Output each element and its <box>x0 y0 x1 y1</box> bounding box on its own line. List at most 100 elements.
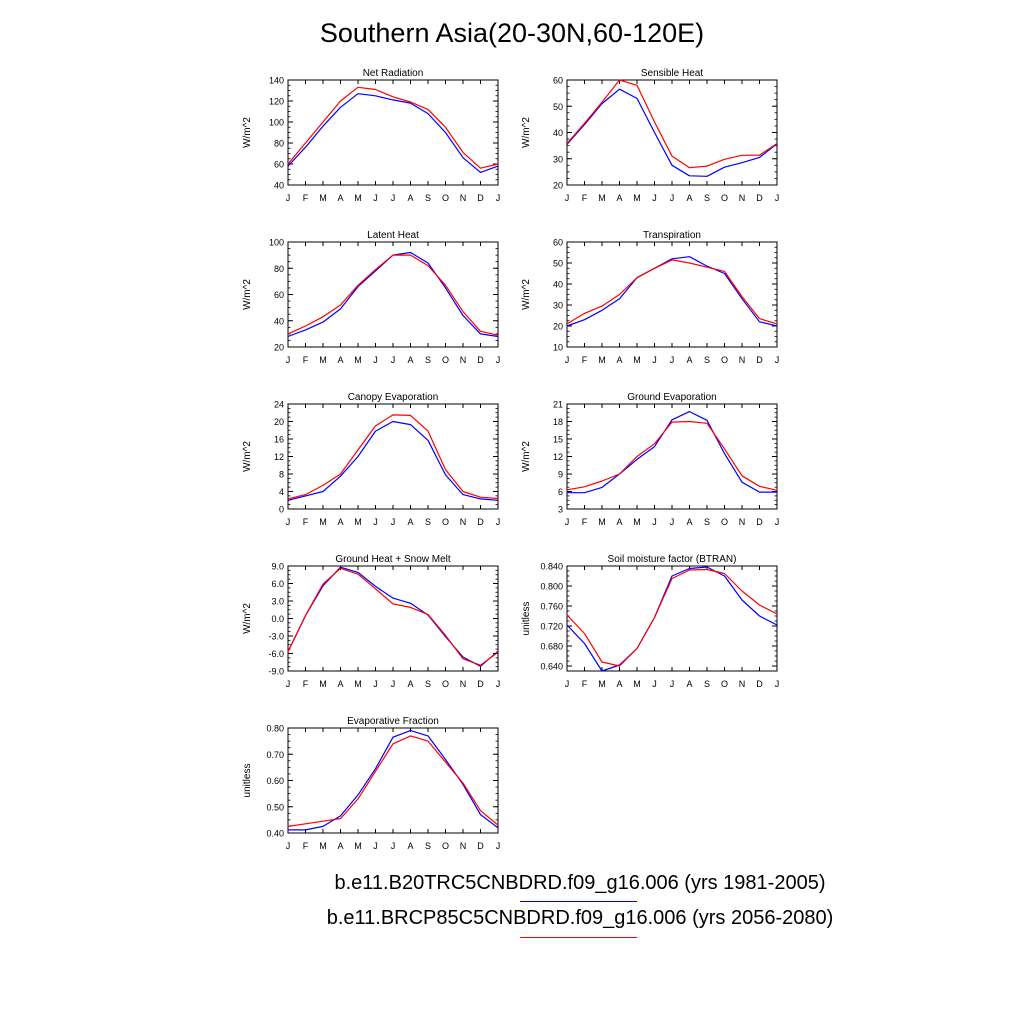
x-tick-label: J <box>373 355 378 365</box>
y-axis-label: W/m^2 <box>242 279 253 310</box>
x-tick-label: J <box>286 679 291 689</box>
x-tick-label: J <box>496 841 501 851</box>
x-tick-label: J <box>652 679 657 689</box>
x-tick-label: O <box>442 679 449 689</box>
x-tick-label: J <box>286 517 291 527</box>
y-axis-label: W/m^2 <box>242 117 253 148</box>
x-tick-label: M <box>598 679 606 689</box>
series-line-historical <box>287 251 499 338</box>
x-tick-label: J <box>775 679 780 689</box>
panel-title: Soil moisture factor (BTRAN) <box>608 554 737 565</box>
x-tick-label: J <box>373 193 378 203</box>
x-tick-label: N <box>739 679 746 689</box>
panel-title: Ground Heat + Snow Melt <box>335 554 451 565</box>
x-tick-label: N <box>460 841 467 851</box>
x-tick-label: M <box>354 517 362 527</box>
y-tick-label: -9.0 <box>268 667 284 677</box>
y-tick-label: 10 <box>553 343 563 353</box>
x-tick-label: M <box>598 517 606 527</box>
y-axis-label: W/m^2 <box>242 603 253 634</box>
x-tick-label: O <box>442 841 449 851</box>
x-tick-label: J <box>670 193 675 203</box>
x-tick-label: J <box>565 193 570 203</box>
panel-title: Ground Evaporation <box>627 392 717 403</box>
plot-frame <box>287 79 499 186</box>
y-tick-label: 0.60 <box>266 776 284 786</box>
x-tick-label: D <box>477 517 484 527</box>
y-tick-label: 24 <box>274 400 284 410</box>
x-tick-label: J <box>496 517 501 527</box>
x-tick-label: A <box>686 517 692 527</box>
y-tick-label: 60 <box>553 238 563 248</box>
x-tick-label: M <box>598 193 606 203</box>
legend-label-historical: b.e11.B20TRC5CNBDRD.f09_g16.006 (yrs 198… <box>334 872 826 894</box>
x-tick-label: N <box>739 355 746 365</box>
x-tick-label: M <box>633 517 641 527</box>
x-tick-label: F <box>582 517 588 527</box>
legend-entry-future: b.e11.BRCP85C5CNBDRD.f09_g16.006 (yrs 20… <box>280 907 880 930</box>
x-tick-label: J <box>286 841 291 851</box>
series-line-future <box>287 254 499 336</box>
plot-frame <box>566 79 778 186</box>
x-tick-label: A <box>407 679 413 689</box>
x-tick-label: F <box>303 841 309 851</box>
y-axis-label: W/m^2 <box>521 441 532 472</box>
x-tick-label: S <box>704 517 710 527</box>
panel-soil-moisture-factor-btran: Soil moisture factor (BTRAN)J F M A M J J A S O N D… <box>521 554 779 689</box>
x-tick-label: M <box>354 355 362 365</box>
series-line-historical <box>566 256 778 327</box>
x-tick-label: A <box>337 517 343 527</box>
legend-swatch-historical <box>520 901 637 902</box>
x-tick-label: S <box>425 679 431 689</box>
x-tick-label: D <box>477 841 484 851</box>
series-line-future <box>566 420 778 491</box>
x-tick-label: A <box>616 679 622 689</box>
x-tick-label: J <box>373 679 378 689</box>
y-tick-label: 0 <box>279 505 284 515</box>
x-tick-label: M <box>319 193 327 203</box>
y-tick-label: 140 <box>269 76 284 86</box>
figure-title: Southern Asia(20-30N,60-120E) <box>319 18 705 48</box>
y-tick-label: 6.0 <box>271 579 284 589</box>
x-tick-label: S <box>425 355 431 365</box>
x-tick-label: S <box>704 679 710 689</box>
x-tick-label: M <box>598 355 606 365</box>
series-line-historical <box>287 566 499 667</box>
y-tick-label: 3.0 <box>271 597 284 607</box>
x-tick-label: J <box>373 517 378 527</box>
x-tick-label: A <box>686 355 692 365</box>
y-tick-label: 18 <box>553 417 563 427</box>
x-tick-label: M <box>633 679 641 689</box>
y-tick-label: 0.640 <box>540 662 563 672</box>
y-axis-label: W/m^2 <box>521 279 532 310</box>
series-line-future <box>287 86 499 169</box>
x-tick-label: S <box>425 517 431 527</box>
x-tick-label: A <box>616 355 622 365</box>
y-tick-label: 20 <box>553 322 563 332</box>
y-tick-label: 40 <box>553 128 563 138</box>
x-tick-label: A <box>337 679 343 689</box>
x-tick-label: F <box>582 355 588 365</box>
y-tick-label: 30 <box>553 301 563 311</box>
y-tick-label: 0.70 <box>266 750 284 760</box>
y-tick-label: 60 <box>274 160 284 170</box>
y-tick-label: 6 <box>558 487 563 497</box>
series-line-future <box>566 259 778 325</box>
y-axis-label: W/m^2 <box>521 117 532 148</box>
y-tick-label: 12 <box>553 452 563 462</box>
y-tick-label: 3 <box>558 505 563 515</box>
legend-swatch-future <box>520 937 637 938</box>
x-tick-label: S <box>425 193 431 203</box>
plot-frame <box>566 241 778 348</box>
y-axis-label: unitless <box>521 602 532 636</box>
y-tick-label: 40 <box>274 316 284 326</box>
x-tick-label: O <box>442 355 449 365</box>
panel-title: Canopy Evaporation <box>348 392 439 403</box>
y-tick-label: 0.680 <box>540 642 563 652</box>
y-tick-label: 12 <box>274 452 284 462</box>
series-line-historical <box>288 729 499 831</box>
y-tick-label: 21 <box>553 400 563 410</box>
